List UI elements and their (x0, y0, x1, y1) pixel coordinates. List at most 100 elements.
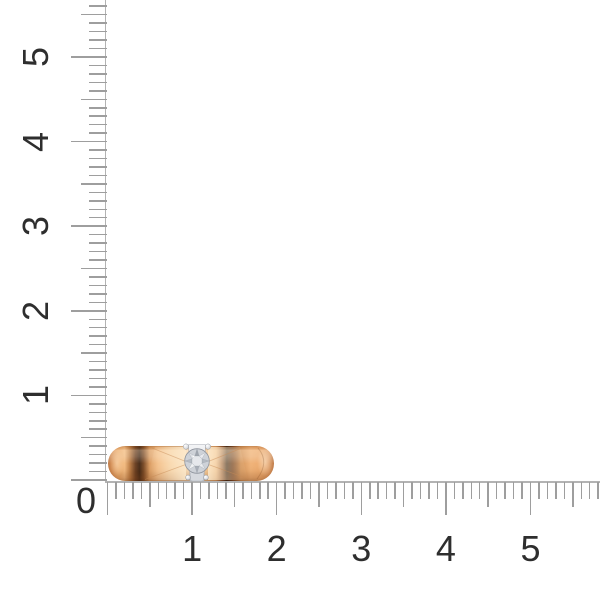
ruler-tick (88, 360, 107, 363)
ruler-tick (88, 318, 107, 320)
ruler-tick (242, 482, 244, 499)
prong-bottom-left (185, 474, 191, 481)
ruler-tick (309, 482, 312, 499)
ruler-tick (88, 149, 107, 151)
ruler-tick (70, 310, 107, 312)
ruler-tick (70, 394, 107, 397)
ruler-tick (225, 482, 227, 499)
ruler-tick (233, 482, 236, 507)
ruler-tick (597, 482, 599, 499)
ruler-tick (88, 276, 107, 278)
ruler-tick (588, 482, 591, 499)
ruler-tick (88, 420, 107, 422)
ruler-tick (88, 166, 107, 168)
ruler-tick (88, 208, 107, 211)
ruler-tick (80, 267, 107, 270)
diamond-sparkle (192, 455, 195, 458)
ruler-tick (88, 123, 107, 126)
ruler-tick (88, 326, 107, 329)
diamond-sparkle (200, 464, 202, 466)
ruler-tick (538, 482, 540, 499)
ruler-tick (292, 482, 295, 499)
ruler-tick (88, 22, 107, 24)
ruler-tick (88, 403, 107, 405)
vertical-ruler-line (105, 0, 107, 482)
ruler-tick (88, 115, 107, 117)
ruler-tick (470, 482, 473, 499)
ruler-tick (140, 482, 143, 499)
v-ruler-label-5: 5 (15, 46, 56, 68)
ruler-tick (88, 462, 107, 464)
ruler-tick (88, 386, 107, 388)
ruler-tick (80, 13, 107, 16)
ruler-tick (88, 30, 107, 33)
ruler-tick (88, 200, 107, 202)
ruler-tick (352, 482, 354, 499)
ruler-tick (453, 482, 456, 499)
ruler-tick (70, 225, 107, 227)
ring-image (108, 443, 274, 482)
ruler-tick (88, 107, 107, 109)
ruler-tick (88, 453, 107, 456)
band-left-facet (147, 447, 186, 480)
ruler-tick (428, 482, 430, 499)
ruler-tick (259, 482, 261, 499)
ruler-tick (555, 482, 557, 499)
h-ruler-label-5: 5 (520, 528, 541, 569)
ruler-tick (394, 482, 396, 499)
ruler-tick (436, 482, 439, 499)
ruler-tick (88, 157, 107, 160)
ruler-tick (88, 39, 107, 41)
ruler-tick (88, 293, 107, 295)
ruler-tick (411, 482, 413, 499)
ruler-tick (377, 482, 379, 499)
ruler-tick (563, 482, 566, 499)
ruler-tick (149, 482, 151, 507)
ruler-tick (369, 482, 371, 499)
ruler-tick (70, 140, 107, 143)
h-ruler-label-4: 4 (435, 528, 456, 569)
ruler-tick (521, 482, 523, 499)
ruler-tick (80, 436, 107, 439)
ruler-tick (512, 482, 515, 499)
ruler-tick (157, 482, 159, 499)
prong-top-left (183, 443, 189, 450)
prong-bottom-right (203, 474, 209, 481)
ruler-tick (88, 47, 107, 50)
ruler-tick (88, 90, 107, 92)
ruler-tick (495, 482, 498, 499)
ruler-tick (504, 482, 506, 499)
ruler-tick (478, 482, 481, 499)
band-left-cap-highlight (110, 449, 124, 477)
ruler-tick (343, 482, 346, 499)
ruler-tick (106, 482, 109, 515)
ruler-tick (487, 482, 489, 507)
ruler-tick (70, 479, 107, 481)
ruler-tick (216, 482, 219, 499)
ruler-tick (88, 445, 107, 447)
ruler-tick (529, 482, 532, 515)
ruler-tick (462, 482, 464, 499)
ruler-tick (88, 250, 107, 253)
ruler-tick (88, 132, 107, 134)
ruler-tick (199, 482, 202, 499)
ruler-tick (546, 482, 549, 499)
ruler-tick (88, 470, 107, 473)
band-right-cap-highlight (257, 447, 273, 477)
ruler-tick (123, 482, 126, 499)
ruler-tick (419, 482, 422, 499)
ruler-tick (115, 482, 117, 499)
ruler-tick (301, 482, 303, 499)
ruler-tick (284, 482, 286, 499)
ruler-tick (88, 301, 107, 304)
ruler-tick (250, 482, 253, 499)
band-right-facet (208, 447, 248, 480)
ruler-tick (88, 369, 107, 371)
ruler-tick (88, 5, 107, 7)
ruler-tick (132, 482, 134, 499)
ruler-tick (88, 64, 107, 67)
ruler-tick (572, 482, 574, 507)
ruler-tick (318, 482, 320, 507)
ruler-tick (580, 482, 582, 499)
ruler-tick (88, 428, 107, 430)
